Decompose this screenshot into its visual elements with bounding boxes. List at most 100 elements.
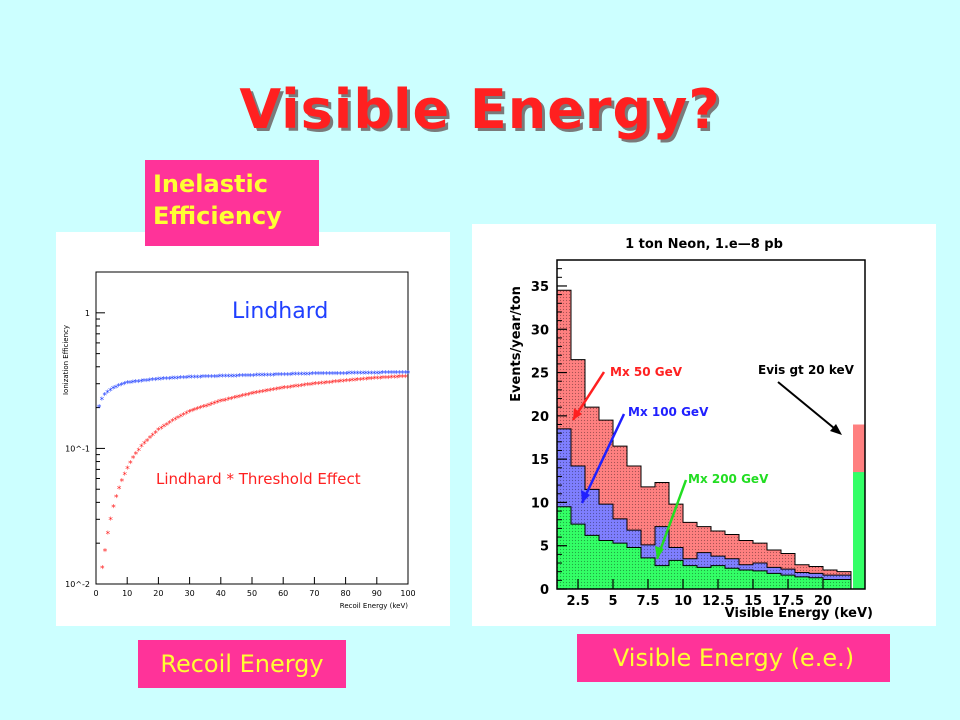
lindhard-point: * xyxy=(167,375,172,385)
threshold-point: * xyxy=(125,465,130,475)
threshold-point: * xyxy=(322,380,327,390)
y-axis-label: Events/year/ton xyxy=(509,286,524,402)
threshold-point: * xyxy=(134,451,139,461)
mx100-arrowhead xyxy=(581,490,590,503)
x-tick-label: 12.5 xyxy=(702,594,734,609)
lindhard-point: * xyxy=(119,382,124,392)
lindhard-point: * xyxy=(254,372,259,382)
threshold-point: * xyxy=(215,399,220,409)
threshold-point: * xyxy=(176,415,181,425)
threshold-point: * xyxy=(361,376,366,386)
evis-arrowhead xyxy=(830,424,842,435)
hist-bar-texture xyxy=(585,535,599,589)
threshold-point: * xyxy=(218,398,223,408)
threshold-point: * xyxy=(305,382,310,392)
lindhard-point: * xyxy=(175,375,180,385)
threshold-point: * xyxy=(356,377,361,387)
lindhard-point: * xyxy=(364,370,369,380)
x-tick-label: 20 xyxy=(153,589,163,598)
lindhard-point: * xyxy=(195,374,200,384)
x-tick-label: 5 xyxy=(608,594,617,609)
threshold-point: * xyxy=(353,377,358,387)
lindhard-point: * xyxy=(218,373,223,383)
lindhard-annotation: Lindhard xyxy=(232,299,328,324)
lindhard-point: * xyxy=(209,373,214,383)
lindhard-point: * xyxy=(352,370,357,380)
lindhard-point: * xyxy=(117,383,122,393)
lindhard-point: * xyxy=(226,373,231,383)
y-axis-label: Ionization Efficiency xyxy=(62,325,70,395)
threshold-point: * xyxy=(333,379,338,389)
lindhard-point: * xyxy=(187,374,192,384)
threshold-annotation: Lindhard * Threshold Effect xyxy=(156,470,361,488)
y-tick-label: 35 xyxy=(531,280,549,295)
threshold-point: * xyxy=(232,395,237,405)
threshold-point: * xyxy=(195,406,200,416)
y-tick-label: 10 xyxy=(531,496,549,511)
lindhard-point: * xyxy=(133,379,138,389)
threshold-point: * xyxy=(283,385,288,395)
threshold-point: * xyxy=(347,377,352,387)
lindhard-point: * xyxy=(184,374,189,384)
lindhard-point: * xyxy=(268,372,273,382)
threshold-point: * xyxy=(159,425,164,435)
hist-bar-texture xyxy=(837,579,851,589)
threshold-point: * xyxy=(288,384,293,394)
x-tick-label: 40 xyxy=(216,589,226,598)
lindhard-point: * xyxy=(145,377,150,387)
threshold-point: * xyxy=(117,485,122,495)
threshold-point: * xyxy=(271,387,276,397)
lindhard-point: * xyxy=(336,370,341,380)
lindhard-point: * xyxy=(237,373,242,383)
threshold-point: * xyxy=(285,384,290,394)
threshold-point: * xyxy=(179,413,184,423)
lindhard-point: * xyxy=(212,373,217,383)
threshold-point: * xyxy=(400,374,405,384)
threshold-point: * xyxy=(238,393,243,403)
hist-bar-texture xyxy=(669,560,683,589)
lindhard-point: * xyxy=(170,375,175,385)
threshold-point: * xyxy=(187,408,192,418)
lindhard-point: * xyxy=(178,375,183,385)
threshold-point: * xyxy=(378,375,383,385)
lindhard-point: * xyxy=(392,370,397,380)
threshold-point: * xyxy=(389,374,394,384)
threshold-point: * xyxy=(136,447,141,457)
lindhard-point: * xyxy=(234,373,239,383)
threshold-point: * xyxy=(193,406,198,416)
threshold-point: * xyxy=(254,390,259,400)
lindhard-point: * xyxy=(293,371,298,381)
lindhard-point: * xyxy=(302,371,307,381)
threshold-point: * xyxy=(184,410,189,420)
threshold-point: * xyxy=(316,380,321,390)
threshold-point: * xyxy=(122,471,127,481)
lindhard-point: * xyxy=(378,370,383,380)
threshold-point: * xyxy=(266,388,271,398)
lindhard-point: * xyxy=(380,370,385,380)
lindhard-point: * xyxy=(361,370,366,380)
threshold-point: * xyxy=(381,375,386,385)
lindhard-point: * xyxy=(243,373,248,383)
threshold-point: * xyxy=(257,389,262,399)
lindhard-point: * xyxy=(307,371,312,381)
lindhard-point: * xyxy=(285,371,290,381)
threshold-point: * xyxy=(274,386,279,396)
hist-bar-texture xyxy=(711,565,725,589)
threshold-point: * xyxy=(263,388,268,398)
threshold-point: * xyxy=(384,374,389,384)
lindhard-point: * xyxy=(204,374,209,384)
threshold-point: * xyxy=(153,429,158,439)
threshold-point: * xyxy=(181,411,186,421)
lindhard-point: * xyxy=(139,378,144,388)
hist-bar-texture xyxy=(641,557,655,589)
lindhard-point: * xyxy=(400,369,405,379)
x-tick-label: 0 xyxy=(93,589,98,598)
threshold-point: * xyxy=(350,377,355,387)
threshold-point: * xyxy=(325,380,330,390)
threshold-point: * xyxy=(170,418,175,428)
threshold-point: * xyxy=(344,378,349,388)
threshold-point: * xyxy=(302,382,307,392)
threshold-point: * xyxy=(392,374,397,384)
threshold-point: * xyxy=(243,392,248,402)
hist-bar-texture xyxy=(655,565,669,589)
